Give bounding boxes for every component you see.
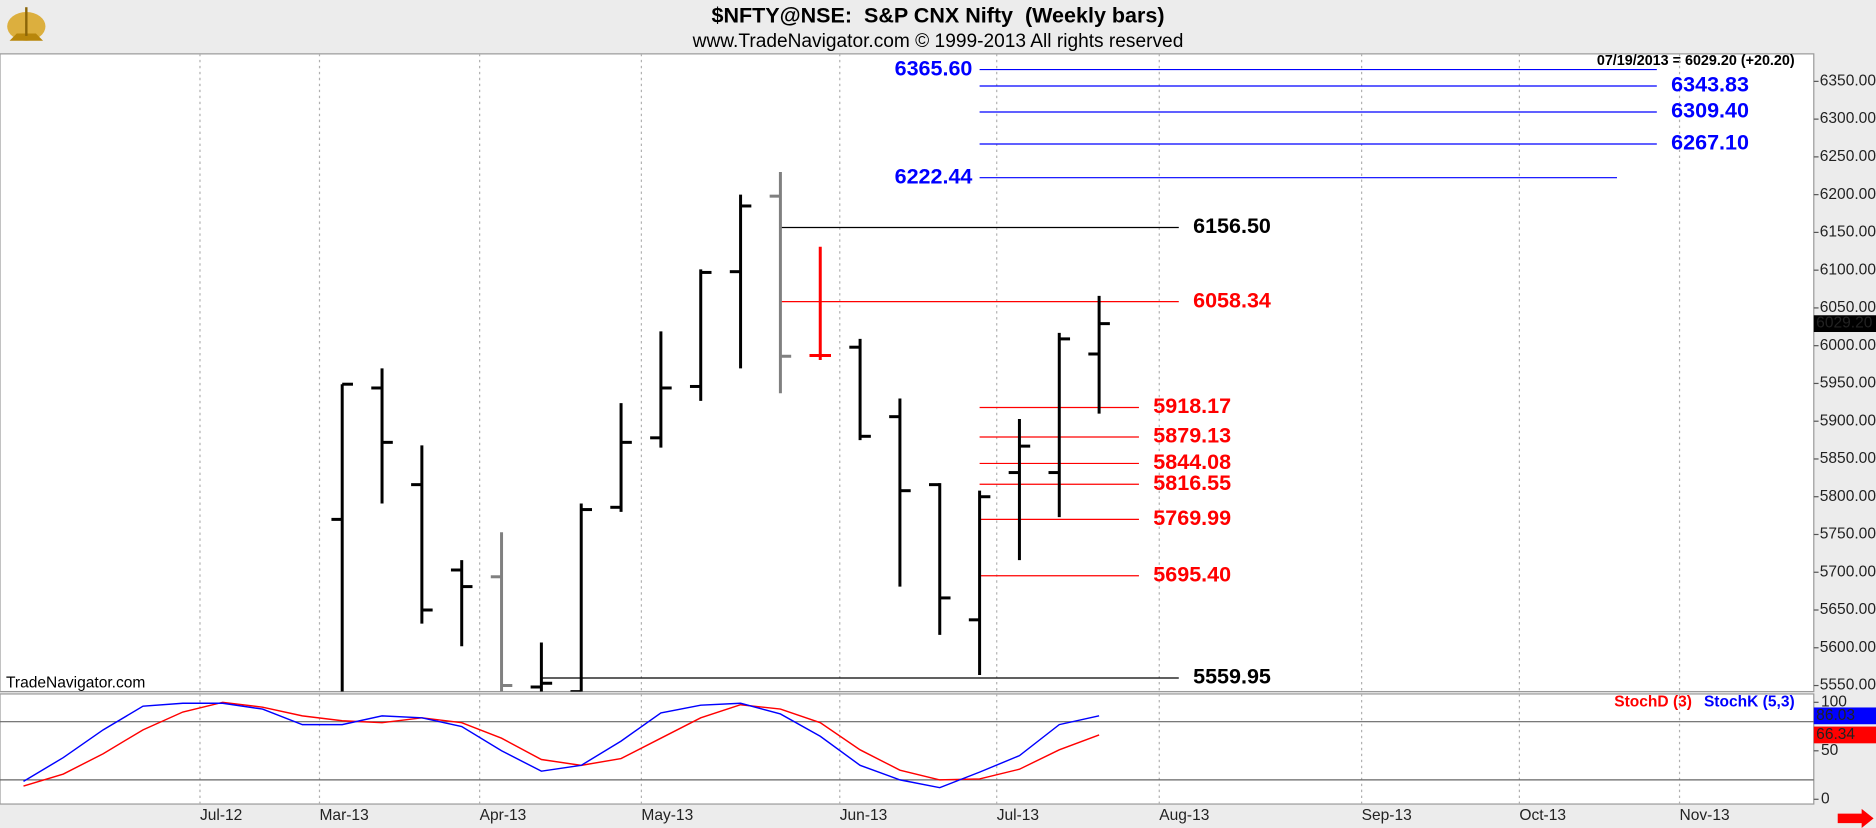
y-tick-label: 6350.00: [1820, 72, 1876, 89]
level-label: 6309.40: [1671, 99, 1749, 123]
x-tick-label: Apr-13: [480, 807, 527, 824]
watermark: TradeNavigator.com: [6, 674, 145, 691]
scroll-arrow: [1837, 808, 1874, 828]
level-label: 5559.95: [1193, 665, 1271, 689]
x-tick-label: Mar-13: [319, 807, 368, 824]
last-value-label: 66.34: [1816, 726, 1855, 743]
level-label: 5816.55: [1153, 471, 1231, 495]
y-tick-label: 5650.00: [1820, 601, 1876, 618]
stoch-line: [23, 702, 1100, 789]
x-tick-label: Jul-13: [997, 807, 1039, 824]
x-tick-label: Oct-13: [1519, 807, 1566, 824]
legend-label: StochD (3): [1614, 693, 1692, 710]
price-pane: [0, 53, 1815, 693]
stoch-plot: [0, 693, 1814, 805]
stoch-pane: [0, 693, 1815, 805]
level-label: 6222.44: [895, 164, 973, 188]
price-plot: [199, 53, 1681, 692]
y-tick-label: 6100.00: [1820, 261, 1876, 278]
x-tick-label: Jun-13: [840, 807, 888, 824]
y-tick-label: 5750.00: [1820, 526, 1876, 543]
logo: [7, 7, 46, 41]
last-quote: 07/19/2013 = 6029.20 (+20.20): [1597, 53, 1795, 69]
y-tick-label: 100: [1821, 693, 1847, 710]
level-label: 5844.08: [1153, 450, 1231, 474]
y-tick-label: 5700.00: [1820, 563, 1876, 580]
x-tick-label: Aug-13: [1159, 807, 1209, 824]
last-value-label: 6029.20: [1816, 315, 1873, 332]
level-label: 5695.40: [1153, 562, 1231, 586]
y-tick-label: 50: [1821, 742, 1839, 759]
y-tick-label: 6300.00: [1820, 110, 1876, 127]
y-tick-label: 6150.00: [1820, 224, 1876, 241]
last-value-label: 86.03: [1816, 707, 1855, 724]
x-tick-label: Jul-12: [200, 807, 242, 824]
level-label: 6058.34: [1193, 288, 1271, 312]
y-tick-label: 5950.00: [1820, 375, 1876, 392]
y-tick-label: 5600.00: [1820, 639, 1876, 656]
level-label: 6343.83: [1671, 73, 1749, 97]
y-tick-label: 6200.00: [1820, 186, 1876, 203]
level-label: 5879.13: [1153, 424, 1231, 448]
y-tick-label: 5850.00: [1820, 450, 1876, 467]
level-label: 6365.60: [895, 56, 973, 80]
level-label: 6156.50: [1193, 214, 1271, 238]
y-tick-label: 5800.00: [1820, 488, 1876, 505]
y-tick-label: 6000.00: [1820, 337, 1876, 354]
level-label: 5769.99: [1153, 506, 1231, 530]
x-tick-label: Nov-13: [1680, 807, 1730, 824]
x-tick-label: Sep-13: [1362, 807, 1412, 824]
legend-label: StochK (5,3): [1704, 693, 1795, 710]
axes: Jul-12 Mar-13 Apr-13 May-13 Jun-13 Jul-13 Aug-…: [200, 56, 1876, 824]
last-value-box: [1813, 707, 1876, 725]
x-tick-label: May-13: [641, 807, 693, 824]
stoch-line: [23, 701, 1100, 787]
chart-subtitle: www.TradeNavigator.com © 1999-2013 All r…: [692, 31, 1184, 52]
last-value-box: [1813, 315, 1876, 333]
last-value-box: [1813, 726, 1876, 744]
y-tick-label: 0: [1821, 790, 1830, 807]
level-label: 5918.17: [1153, 394, 1231, 418]
y-tick-label: 6250.00: [1820, 148, 1876, 165]
y-tick-label: 6050.00: [1820, 299, 1876, 316]
y-tick-label: 5550.00: [1820, 677, 1876, 694]
level-label: 6267.10: [1671, 131, 1749, 155]
y-tick-label: 5900.00: [1820, 412, 1876, 429]
chart-title: $NFTY@NSE: S&P CNX Nifty (Weekly bars): [712, 3, 1165, 27]
